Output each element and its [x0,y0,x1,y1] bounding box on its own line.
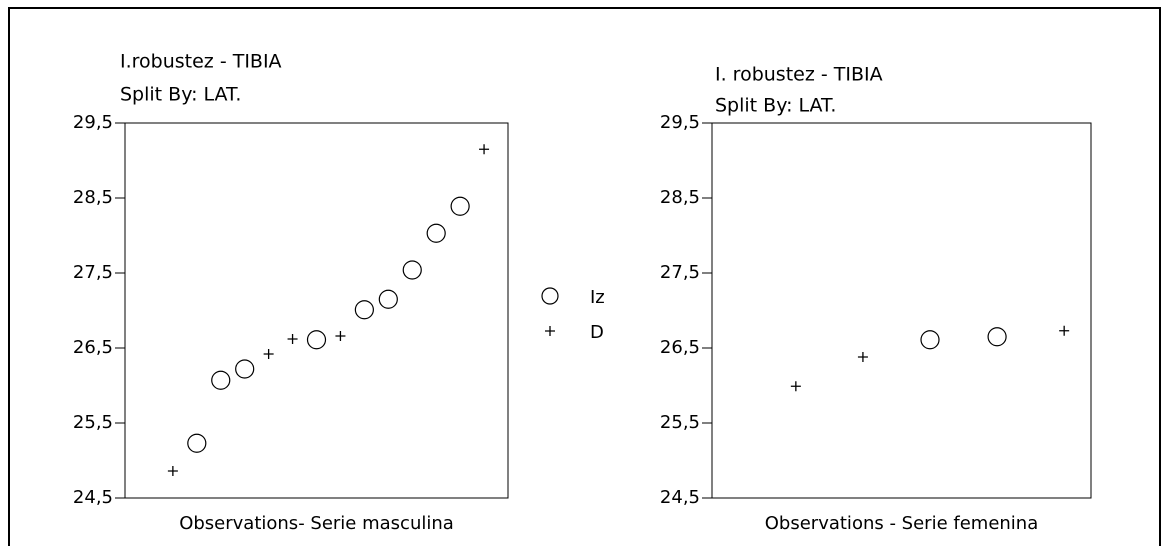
y-tick-label: 26,5 [660,337,700,358]
chart-title: I.robustez - TIBIA [120,51,282,73]
point [235,359,255,379]
point [211,370,231,390]
point [426,223,446,243]
legend-label: D [590,322,604,343]
point [263,349,274,359]
x-axis-label: Observations - Serie femenina [765,513,1039,534]
plot-frame [124,122,509,499]
y-tick-label: 27,5 [660,262,700,283]
point [378,289,398,309]
point [402,260,422,280]
y-tick-label: 25,5 [660,412,700,433]
legend-marker [545,326,555,336]
y-tick-label: 28,5 [660,187,700,208]
point [306,330,327,350]
x-axis-label: Observations- Serie masculina [179,513,454,534]
y-tick-label: 29,5 [660,112,700,133]
y-tick-label: 29,5 [73,112,113,133]
point [1059,325,1070,336]
y-tick-label: 24,5 [73,487,113,508]
point [187,433,207,453]
y-tick-label: 28,5 [73,187,113,208]
point [790,381,801,392]
point [450,196,470,216]
point [920,330,940,350]
y-tick-label: 26,5 [73,337,113,358]
point [335,331,346,341]
y-tick-label: 27,5 [73,262,113,283]
point [167,466,178,476]
frame [8,7,1161,546]
chart-subtitle: Split By: LAT. [715,95,836,117]
chart-subtitle: Split By: LAT. [120,84,241,106]
point [354,300,374,320]
plot-frame [711,122,1092,499]
y-tick-label: 24,5 [660,487,700,508]
point [287,334,298,344]
y-tick-label: 25,5 [73,412,113,433]
legend-label: Iz [590,287,605,308]
point [857,352,868,362]
point [479,144,490,155]
chart-title: I. robustez - TIBIA [715,64,883,86]
point [987,327,1007,347]
legend-marker [541,287,559,305]
